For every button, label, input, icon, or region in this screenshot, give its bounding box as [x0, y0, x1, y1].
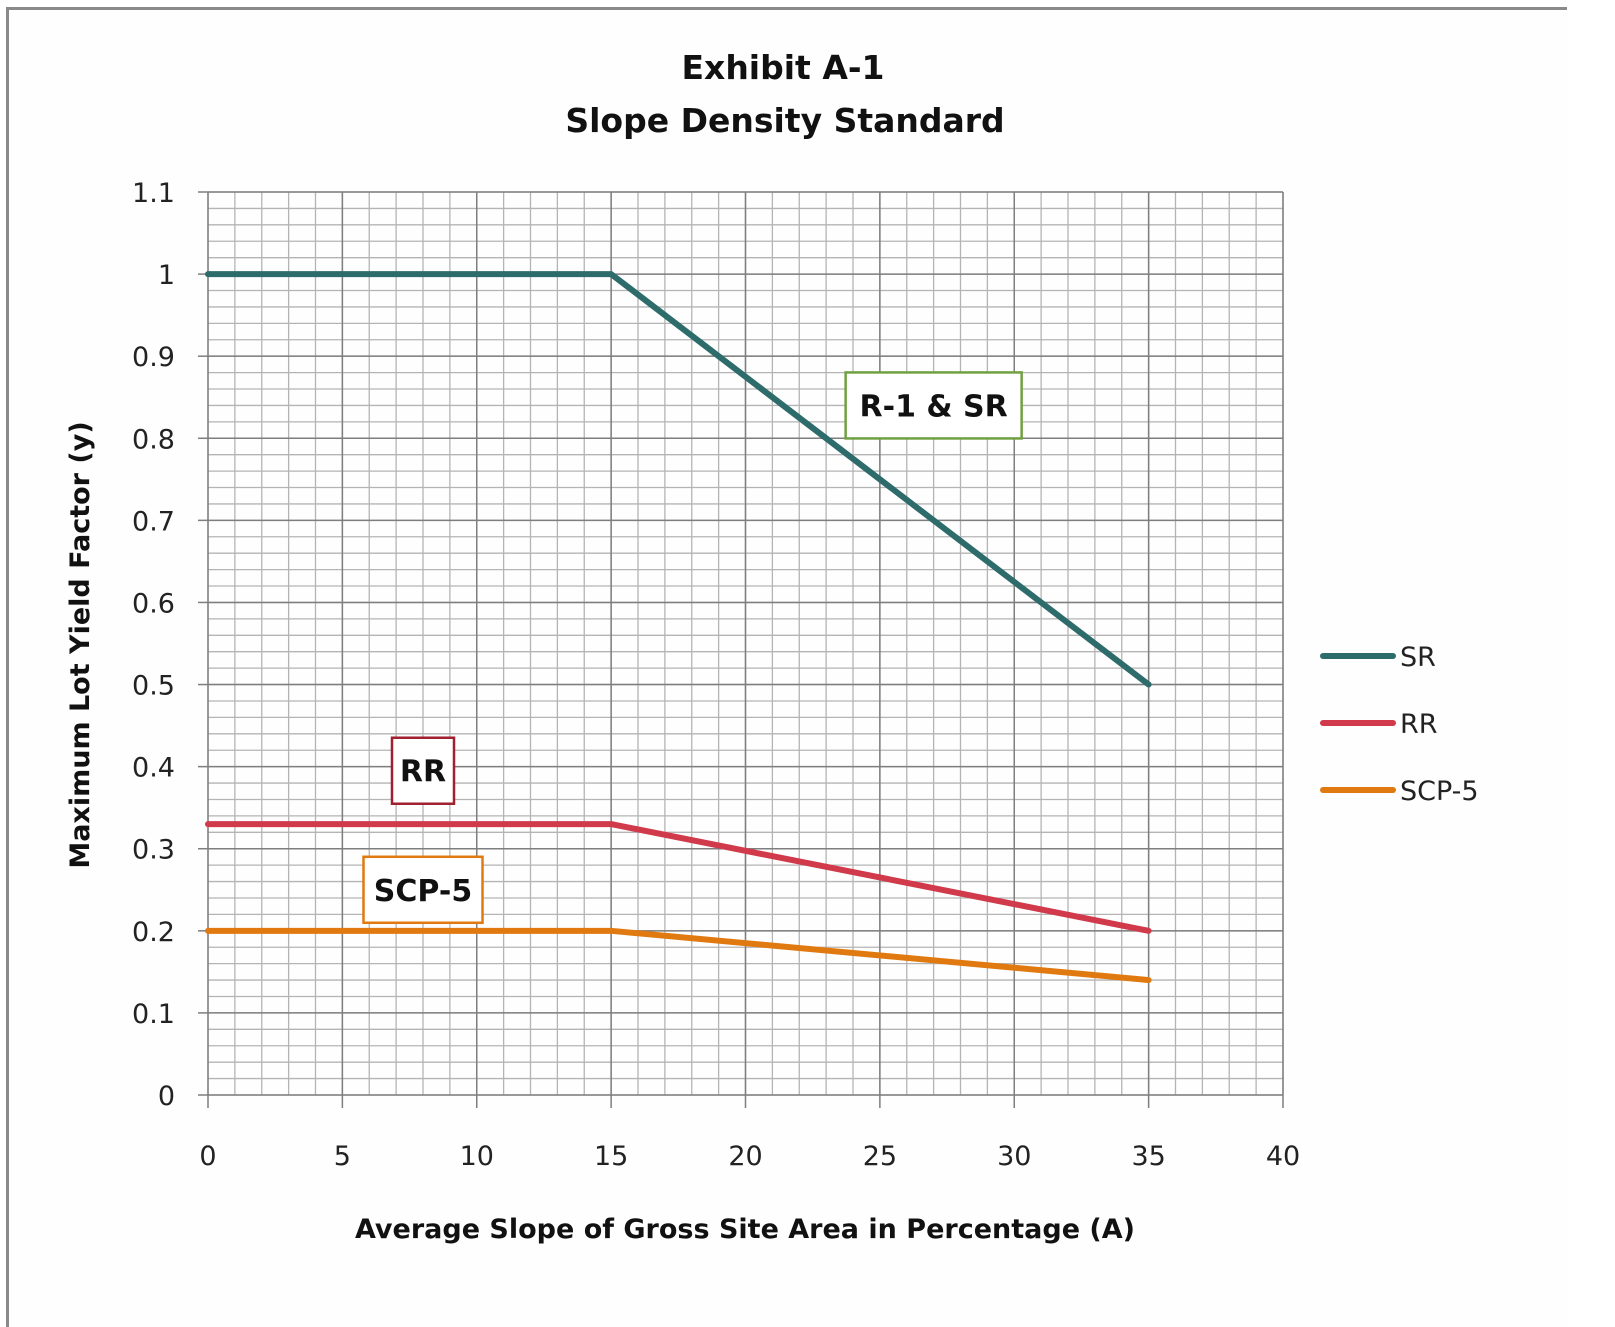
y-tick-label: 0.9	[132, 342, 175, 373]
chart-subtitle: Slope Density Standard	[565, 101, 1004, 140]
y-tick-label: 0.1	[132, 999, 175, 1030]
y-tick-label: 0.2	[132, 917, 175, 948]
annotation-text: SCP-5	[374, 874, 472, 909]
annotation-box	[844, 371, 1023, 440]
series-lines	[205, 271, 1152, 984]
x-tick-label: 35	[1131, 1141, 1165, 1172]
x-tick-label: 40	[1266, 1141, 1300, 1172]
annotation-text: R-1 & SR	[860, 389, 1008, 424]
legend-label: RR	[1400, 709, 1438, 740]
x-tick-label: 10	[460, 1141, 494, 1172]
y-tick-label: 0.4	[132, 753, 175, 784]
chart-frame	[6, 7, 1567, 1327]
y-tick-label: 0.8	[132, 424, 175, 455]
x-tick-label: 15	[594, 1141, 628, 1172]
y-tick-label: 0.6	[132, 588, 175, 619]
y-axis-label: Maximum Lot Yield Factor (y)	[65, 421, 96, 868]
x-tick-label: 25	[863, 1141, 897, 1172]
y-tick-label: 0.7	[132, 506, 175, 537]
legend-item-rr: RR	[1320, 709, 1438, 740]
chart-title: Exhibit A-1	[681, 48, 884, 87]
y-tick-label: 1	[158, 260, 175, 291]
x-axis-label: Average Slope of Gross Site Area in Perc…	[355, 1214, 1135, 1245]
annotation-text: RR	[400, 755, 446, 790]
series-line-scp-5	[205, 927, 1152, 984]
series-line-rr	[205, 821, 1152, 934]
y-tick-label: 1.1	[132, 178, 175, 209]
axis-ticks	[198, 191, 1284, 1108]
annotations: R-1 & SR RR SCP-5	[362, 371, 1023, 925]
legend: SR RR SCP-5	[1320, 642, 1479, 807]
legend-item-sr: SR	[1320, 642, 1436, 673]
tick-labels: 0 5 10 15 20 25 30 35 40 0 0.1 0.2 0.3 0.4 0.5 0.6 0.7 0.…	[132, 178, 1300, 1172]
y-tick-label: 0	[158, 1081, 175, 1112]
annotation-box	[390, 736, 456, 805]
series-line-sr	[205, 271, 1152, 688]
legend-label: SR	[1400, 642, 1436, 673]
x-tick-label: 5	[334, 1141, 351, 1172]
legend-item-scp-5: SCP-5	[1320, 776, 1479, 807]
y-tick-label: 0.3	[132, 835, 175, 866]
legend-label: SCP-5	[1400, 776, 1479, 807]
annotation-scp-5: SCP-5	[362, 855, 484, 925]
x-tick-label: 30	[997, 1141, 1031, 1172]
x-tick-label: 0	[199, 1141, 216, 1172]
x-tick-label: 20	[728, 1141, 762, 1172]
y-tick-label: 0.5	[132, 671, 175, 702]
annotation-rr: RR	[390, 736, 456, 805]
annotation-r-1-sr: R-1 & SR	[844, 371, 1023, 440]
annotation-box	[362, 855, 484, 925]
